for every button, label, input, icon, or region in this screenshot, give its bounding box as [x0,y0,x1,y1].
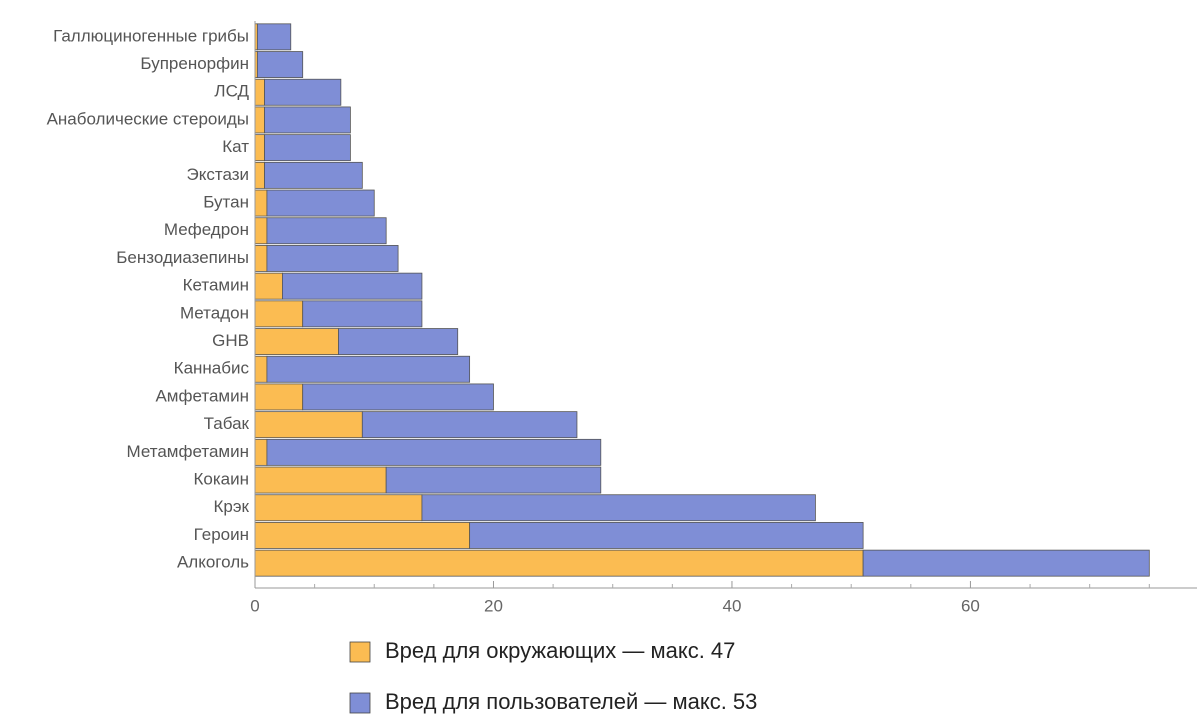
bar-segment [254,161,265,189]
bar-segment [862,549,1150,577]
category-label: Бупренорфин [140,54,249,73]
category-label: Метадон [180,303,249,322]
bar-segment [266,355,471,383]
category-label: Мефедрон [164,220,249,239]
x-tick-label: 40 [723,596,742,615]
bar-segment [264,161,363,189]
bar-segment [421,494,816,522]
category-label: Анаболические стероиды [47,109,249,128]
category-label: Алкоголь [177,553,249,572]
category-label: ЛСД [214,82,249,101]
bar-segment [254,355,268,383]
category-label: Героин [194,525,249,544]
bar-segment [264,134,351,162]
bar-segment [256,51,304,78]
bar-segment [266,245,399,272]
bar-segment [254,494,423,522]
bar-segment [264,106,351,134]
bar-segment [254,300,304,328]
category-label: Табак [204,414,250,433]
category-label: Бензодиазепины [116,248,249,267]
bar-segment [254,383,304,411]
category-label: Метамфетамин [127,442,249,461]
bar-segment [302,300,423,328]
legend-swatch [349,641,371,663]
category-label: Кетамин [183,276,249,295]
category-label: Каннабис [174,359,250,378]
bar-segment [338,328,459,355]
bar-segment [302,383,494,411]
bar-segment [254,245,268,272]
bar-segment [254,438,268,466]
x-tick-label: 20 [484,596,503,615]
category-label: GHB [212,331,249,350]
bar-segment [254,411,363,439]
bar-segment [254,189,268,217]
bar-segment [266,217,387,245]
bar-segment [254,134,265,162]
bar-segment [361,411,578,439]
bar-segment [264,78,342,106]
bar-segment [254,549,864,577]
category-label: Экстази [187,165,250,184]
bar-segment [254,217,268,245]
bar-segment [469,522,864,549]
bar-segment [266,438,602,466]
category-label: Кат [222,137,249,156]
bar-segment [254,466,387,494]
category-label: Кокаин [193,470,249,489]
x-tick-label: 60 [961,596,980,615]
category-label: Галлюциногенные грибы [53,26,249,45]
category-label: Амфетамин [155,386,249,405]
bar-segment [254,522,471,549]
bar-segment [256,23,292,51]
bar-segment [282,272,423,300]
bar-segment [254,272,283,300]
category-label: Крэк [214,497,250,516]
x-tick-label: 0 [250,596,259,615]
bar-segment [266,189,375,217]
legend-label: Вред для пользователей — макс. 53 [385,689,757,714]
bar-segment [254,106,265,134]
category-label: Бутан [203,193,249,212]
legend-label: Вред для окружающих — макс. 47 [385,638,735,663]
bar-segment [254,328,339,355]
bar-segment [254,78,265,106]
bar-segment [385,466,602,494]
legend-swatch [349,692,371,714]
